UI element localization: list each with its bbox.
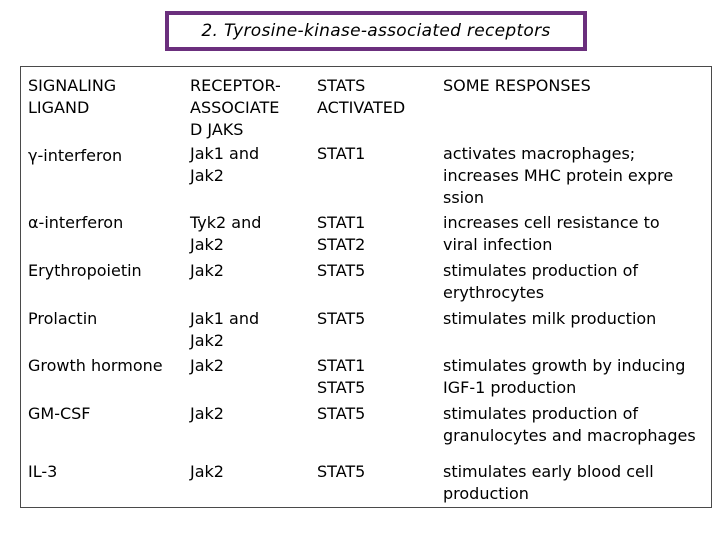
jaks-cell: Jak2 xyxy=(190,356,224,375)
receptor-table: SIGNALING LIGAND RECEPTOR- ASSOCIATE D J… xyxy=(20,66,712,508)
jaks-cell: Tyk2 and Jak2 xyxy=(190,213,262,254)
response-cell: activates macrophages; increases MHC pro… xyxy=(443,144,674,207)
ligand-cell: Erythropoietin xyxy=(28,261,142,280)
response-cell: stimulates production of granulocytes an… xyxy=(443,404,696,445)
jaks-cell: Jak2 xyxy=(190,462,224,481)
title-box: 2. Tyrosine-kinase-associated receptors xyxy=(165,11,587,51)
response-cell: increases cell resistance to viral infec… xyxy=(443,213,660,254)
jaks-cell: Jak1 and Jak2 xyxy=(190,144,260,185)
page-title: 2. Tyrosine-kinase-associated receptors xyxy=(201,21,551,41)
header-signaling-ligand: SIGNALING LIGAND xyxy=(28,76,117,117)
ligand-cell: GM-CSF xyxy=(28,404,91,423)
ligand-cell: IL-3 xyxy=(28,462,58,481)
stats-cell: STAT1 STAT2 xyxy=(317,213,366,254)
response-cell: stimulates production of erythrocytes xyxy=(443,261,638,302)
jaks-cell: Jak2 xyxy=(190,261,224,280)
stats-cell: STAT5 xyxy=(317,309,366,328)
stats-cell: STAT1 xyxy=(317,144,366,163)
stats-cell: STAT5 xyxy=(317,462,366,481)
stats-cell: STAT1 STAT5 xyxy=(317,356,366,397)
ligand-cell: Growth hormone xyxy=(28,356,163,375)
response-cell: stimulates milk production xyxy=(443,309,657,328)
response-cell: stimulates growth by inducing IGF-1 prod… xyxy=(443,356,686,397)
stats-cell: STAT5 xyxy=(317,261,366,280)
jaks-cell: Jak2 xyxy=(190,404,224,423)
jaks-cell: Jak1 and Jak2 xyxy=(190,309,260,350)
header-some-responses: SOME RESPONSES xyxy=(443,76,591,95)
header-stats-activated: STATS ACTIVATED xyxy=(317,76,406,117)
ligand-cell: γ-interferon xyxy=(28,146,123,165)
header-receptor-associated-jaks: RECEPTOR- ASSOCIATE D JAKS xyxy=(190,76,281,139)
ligand-cell: Prolactin xyxy=(28,309,98,328)
ligand-cell: α-interferon xyxy=(28,213,124,232)
response-cell: stimulates early blood cell production xyxy=(443,462,654,503)
stats-cell: STAT5 xyxy=(317,404,366,423)
